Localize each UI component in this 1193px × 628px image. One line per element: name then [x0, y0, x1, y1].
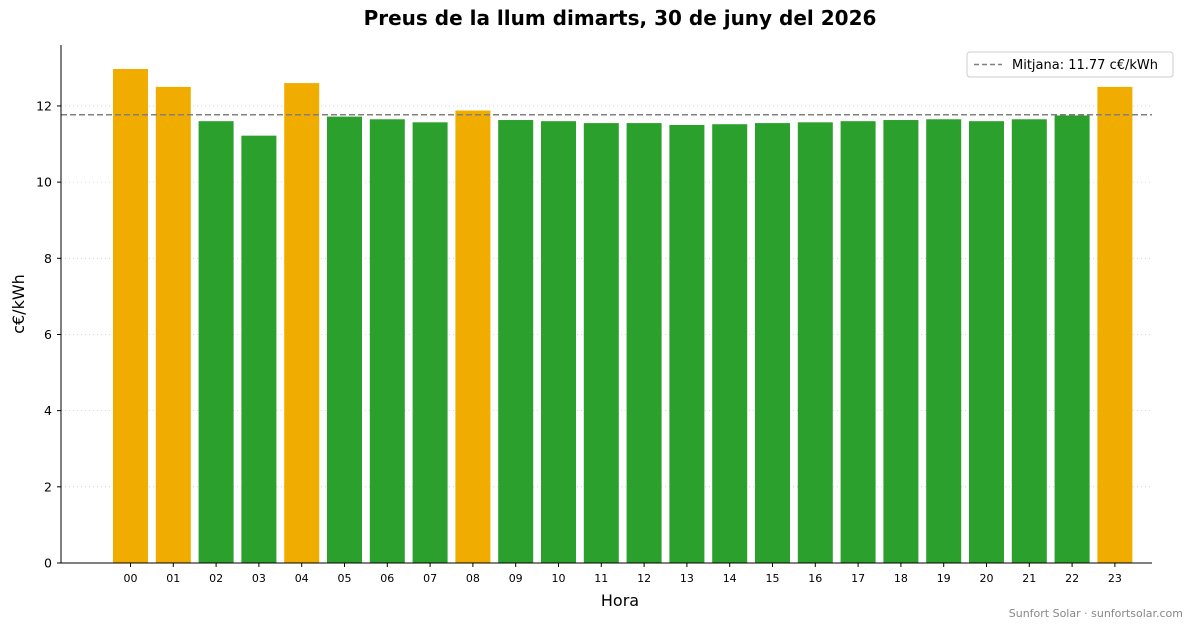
bar-hour-06 [369, 119, 405, 563]
bar-hour-07 [412, 122, 448, 563]
legend-average-label: Mitjana: 11.77 c€/kWh [1012, 58, 1158, 73]
bar-hour-05 [327, 116, 362, 563]
y-tick-label: 10 [36, 175, 52, 190]
bar-hour-11 [583, 123, 619, 564]
bar-hour-08 [455, 110, 491, 563]
x-tick-label: 10 [552, 572, 566, 585]
x-tick-label: 14 [723, 572, 737, 585]
x-tick-label: 19 [937, 572, 951, 585]
x-axis-label: Hora [601, 591, 639, 610]
x-tick-label: 01 [166, 572, 180, 585]
bar-hour-13 [669, 124, 705, 563]
x-tick-label: 06 [380, 572, 394, 585]
x-tick-label: 13 [680, 572, 694, 585]
x-tick-label: 22 [1065, 572, 1079, 585]
bar-hour-16 [797, 122, 833, 563]
bar-hour-03 [241, 135, 277, 563]
x-tick-label: 23 [1108, 572, 1122, 585]
x-tick-label: 21 [1022, 572, 1036, 585]
bar-hour-10 [541, 121, 576, 564]
x-tick-label: 12 [637, 572, 651, 585]
x-tick-label: 02 [209, 572, 223, 585]
axes [60, 45, 1152, 564]
bar-hour-19 [926, 119, 962, 563]
y-ticks: 0 2 4 6 8 10 12 [36, 98, 61, 571]
y-tick-label: 4 [44, 403, 52, 418]
bar-hour-23 [1097, 86, 1133, 563]
chart-title: Preus de la llum dimarts, 30 de juny del… [364, 6, 877, 30]
bar-hour-01 [155, 86, 191, 563]
x-ticks: 00 01 02 03 04 05 06 07 08 09 10 11 12 13 14 15 16 17 18 19… [124, 563, 1122, 585]
bar-hour-21 [1011, 119, 1047, 563]
bar-hour-04 [284, 83, 320, 564]
bar-hour-02 [198, 121, 234, 564]
bar-hour-20 [969, 121, 1004, 564]
bar-hour-00 [113, 68, 148, 563]
x-tick-label: 05 [338, 572, 352, 585]
x-tick-label: 04 [295, 572, 309, 585]
x-tick-label: 20 [980, 572, 994, 585]
bars [113, 68, 1133, 564]
bar-hour-15 [755, 123, 790, 564]
bar-hour-12 [626, 123, 662, 564]
x-tick-label: 08 [466, 572, 480, 585]
x-tick-label: 03 [252, 572, 266, 585]
x-tick-label: 00 [124, 572, 138, 585]
legend-box [966, 51, 1174, 78]
x-tick-label: 11 [594, 572, 608, 585]
bar-hour-14 [712, 124, 748, 564]
x-tick-label: 18 [894, 572, 908, 585]
y-tick-label: 2 [44, 479, 52, 494]
y-tick-label: 8 [44, 251, 52, 266]
x-tick-label: 07 [423, 572, 437, 585]
x-tick-label: 17 [851, 572, 865, 585]
legend: Mitjana: 11.77 c€/kWh [966, 51, 1174, 78]
credit-text: Sunfort Solar · sunfortsolar.com [1009, 607, 1183, 620]
y-tick-label: 6 [44, 327, 52, 342]
bar-hour-09 [498, 120, 534, 564]
y-tick-label: 12 [36, 98, 52, 113]
bar-hour-22 [1054, 115, 1090, 564]
bar-hour-18 [883, 120, 919, 564]
x-tick-label: 09 [509, 572, 523, 585]
x-tick-label: 15 [766, 572, 780, 585]
x-tick-label: 16 [808, 572, 822, 585]
y-tick-label: 0 [44, 556, 52, 571]
bar-hour-17 [840, 121, 876, 564]
y-axis-label: c€/kWh [9, 274, 28, 334]
